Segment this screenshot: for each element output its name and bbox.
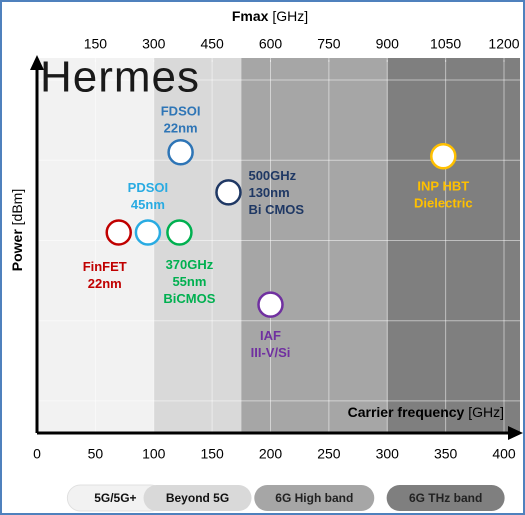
point-label: IAF	[260, 328, 281, 343]
point-label: 22nm	[164, 121, 198, 136]
x-axis-title: Carrier frequency [GHz]	[348, 404, 504, 420]
x-tick-label: 350	[434, 446, 458, 462]
x-tick-label: 150	[200, 446, 224, 462]
x-arrow	[508, 426, 523, 440]
band-pill	[254, 485, 375, 511]
x2-title-unit: [GHz]	[272, 8, 308, 24]
x-tick-label: 50	[88, 446, 104, 462]
x2-tick-label: 1050	[430, 36, 461, 52]
band	[153, 58, 242, 433]
point-label: 130nm	[248, 185, 289, 200]
x-tick-label: 100	[142, 446, 166, 462]
x2-tick-label: 1200	[488, 36, 519, 52]
point-label: FinFET	[83, 259, 127, 274]
x-tick-label: 0	[33, 446, 41, 462]
point-label: Bi CMOS	[248, 202, 304, 217]
band-pill	[143, 485, 252, 511]
y-title-name: Power	[9, 229, 25, 272]
x2-axis-title: Fmax [GHz]	[232, 8, 308, 24]
band	[387, 58, 520, 433]
x2-tick-label: 750	[317, 36, 341, 52]
point-label: 45nm	[131, 197, 165, 212]
bands	[37, 58, 520, 433]
point	[430, 143, 457, 170]
point-label: BiCMOS	[163, 291, 215, 306]
point-label: INP HBT	[417, 179, 469, 194]
point-label: 370GHz	[166, 257, 214, 272]
x2-tick-label: 900	[376, 36, 400, 52]
point	[167, 138, 194, 166]
x-tick-label: 250	[317, 446, 341, 462]
x2-tick-label: 600	[259, 36, 283, 52]
band-label: 5G/5G+	[94, 491, 136, 505]
band-label: 6G THz band	[409, 491, 482, 505]
point	[215, 179, 242, 206]
x-tick-label: 300	[376, 446, 400, 462]
y-arrow	[30, 55, 44, 70]
point	[166, 219, 193, 246]
point-label: FDSOI	[161, 104, 201, 119]
x-tick-label: 400	[492, 446, 516, 462]
point-label: 55nm	[172, 274, 206, 289]
y-axis-title: Power [dBm]	[9, 189, 25, 271]
x2-tick-label: 450	[200, 36, 224, 52]
point-label: PDSOI	[128, 180, 168, 195]
x-title-unit: [GHz]	[468, 404, 504, 420]
x-tick-label: 200	[259, 446, 283, 462]
band-label: Beyond 5G	[166, 491, 229, 505]
band	[241, 58, 388, 433]
x2-tick-label: 150	[84, 36, 108, 52]
point-label: Dielectric	[414, 196, 473, 211]
y-title-unit: [dBm]	[9, 189, 25, 226]
point-label: III-V/Si	[251, 345, 291, 360]
point-label: 22nm	[88, 276, 122, 291]
point	[134, 219, 162, 246]
x2-tick-label: 300	[142, 36, 166, 52]
band-label: 6G High band	[275, 491, 353, 505]
point	[105, 219, 132, 246]
point-label: 500GHz	[248, 168, 296, 183]
x2-title-name: Fmax	[232, 8, 269, 24]
x-title-name: Carrier frequency	[348, 404, 465, 420]
point	[257, 291, 284, 318]
band-pill	[386, 485, 505, 511]
logo: Hermes	[40, 53, 200, 102]
